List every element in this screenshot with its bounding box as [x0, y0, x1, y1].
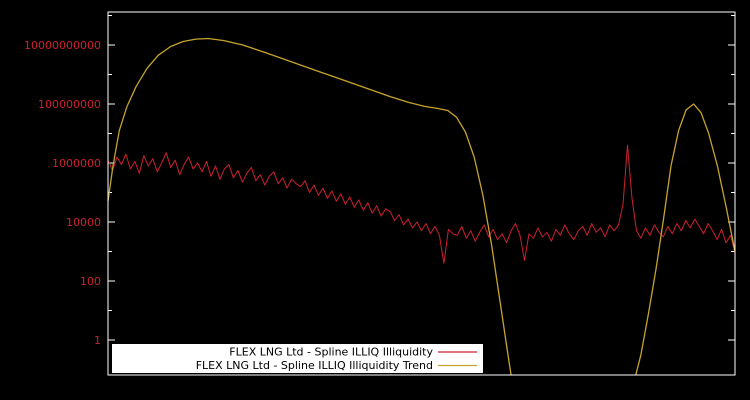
legend-entry-label: FLEX LNG Ltd - Spline ILLIQ Illiquidity … — [196, 359, 433, 372]
y-axis-tick-label: 10000 — [66, 216, 101, 229]
y-axis-tick-label: 100000000 — [38, 98, 101, 111]
illiquidity-series-line — [108, 144, 735, 264]
legend-background — [112, 344, 483, 373]
legend-box: FLEX LNG Ltd - Spline ILLIQ IlliquidityF… — [112, 344, 483, 373]
plot-frame — [107, 11, 736, 376]
y-axis-tick-label: 100 — [80, 275, 101, 288]
y-axis-tick-label: 1 — [94, 334, 101, 347]
trend-series-line — [108, 37, 735, 375]
y-axis-tick-label: 1000000 — [52, 157, 101, 170]
legend-entry-label: FLEX LNG Ltd - Spline ILLIQ Illiquidity — [229, 346, 433, 359]
y-axis-tick-label: 10000000000 — [24, 39, 101, 52]
